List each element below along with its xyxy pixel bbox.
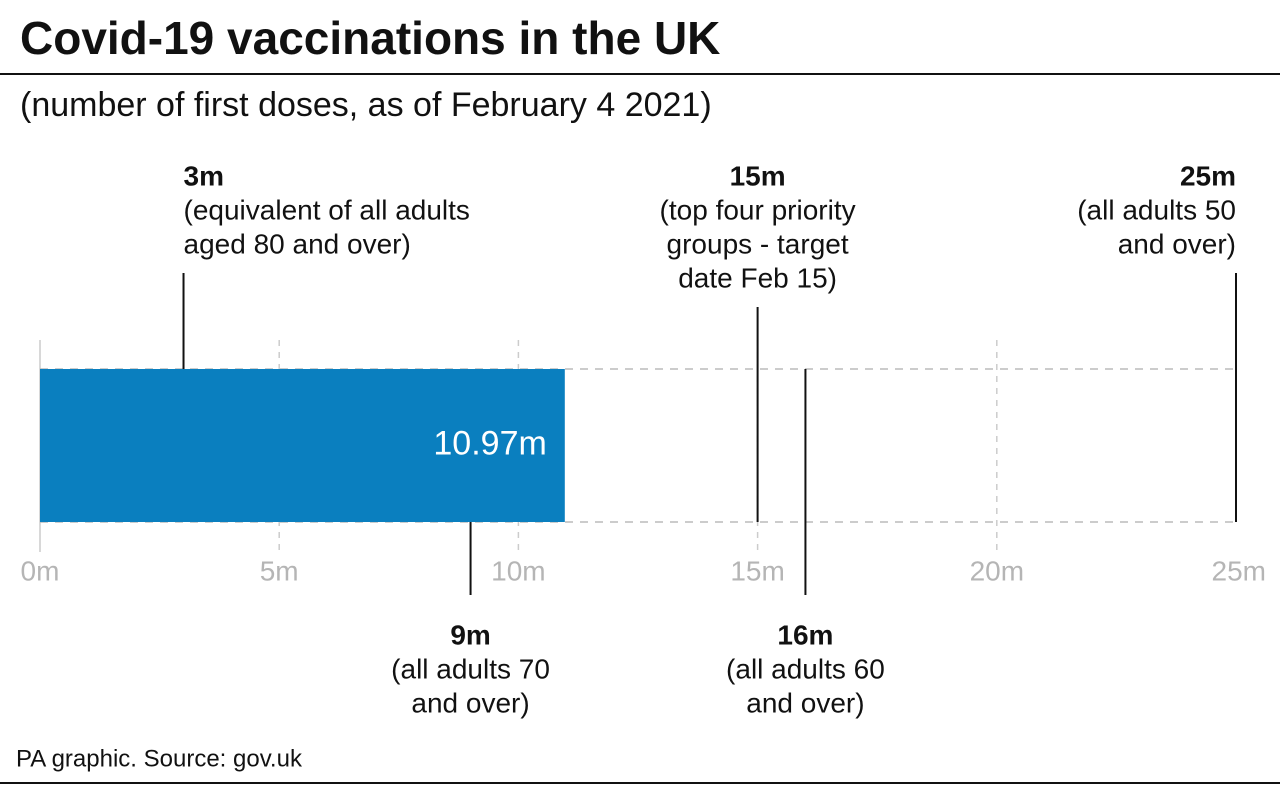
x-tick-label: 5m — [260, 555, 299, 586]
annotation-text: date Feb 15) — [678, 262, 837, 293]
chart-title: Covid-19 vaccinations in the UK — [20, 12, 720, 64]
annotation-text: (equivalent of all adults — [184, 194, 470, 225]
annotation-text: (all adults 50 — [1077, 194, 1236, 225]
annotation-text: and over) — [411, 687, 529, 718]
x-tick-label: 15m — [730, 555, 784, 586]
annotation-text: (all adults 60 — [726, 653, 885, 684]
x-tick-label: 25m — [1212, 555, 1266, 586]
annotation-text: groups - target — [667, 228, 849, 259]
source: PA graphic. Source: gov.uk — [16, 745, 303, 772]
annotation-text: and over) — [746, 687, 864, 718]
annotation-value: 25m — [1180, 160, 1236, 191]
annotation-value: 9m — [450, 619, 490, 650]
annotation-value: 15m — [730, 160, 786, 191]
x-tick-label: 20m — [970, 555, 1024, 586]
annotation-text: (all adults 70 — [391, 653, 550, 684]
annotation-text: and over) — [1118, 228, 1236, 259]
annotation-value: 16m — [777, 619, 833, 650]
bar — [40, 369, 565, 522]
value-label: 10.97m — [433, 424, 546, 462]
annotation-text: (top four priority — [660, 194, 856, 225]
chart-subtitle: (number of first doses, as of February 4… — [20, 86, 712, 124]
x-tick-label: 10m — [491, 555, 545, 586]
annotation-text: aged 80 and over) — [184, 228, 411, 259]
x-tick-label: 0m — [21, 555, 60, 586]
annotation-value: 3m — [184, 160, 224, 191]
